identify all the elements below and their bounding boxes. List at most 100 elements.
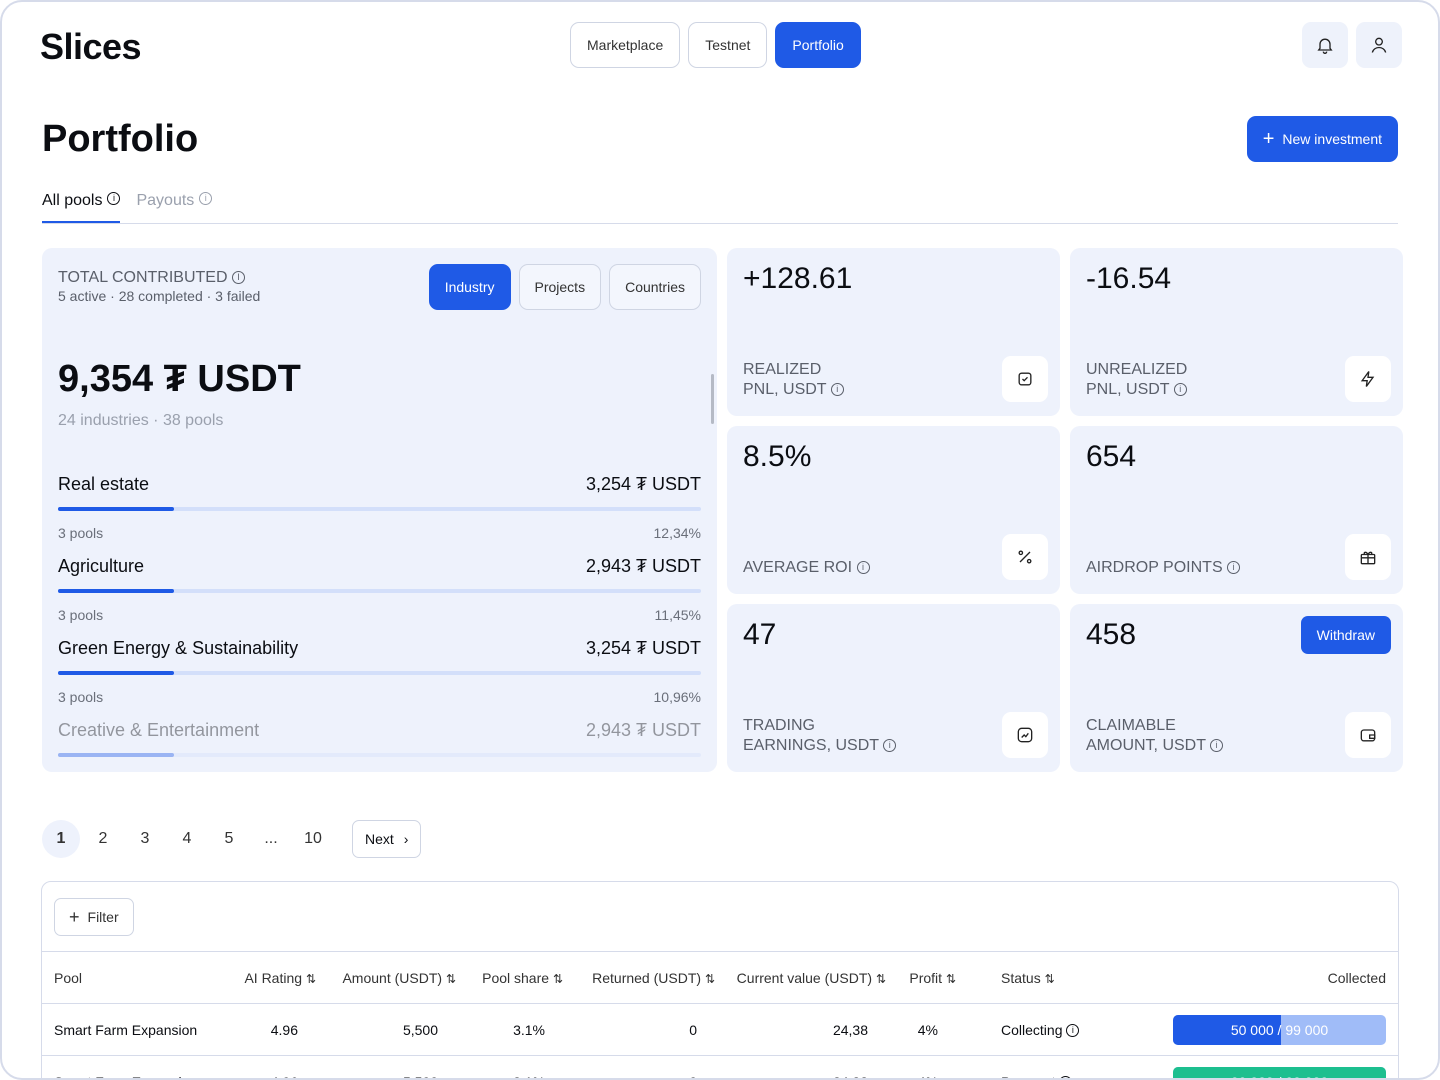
cell-share: 3.1% bbox=[513, 1074, 545, 1079]
stat-icon-button bbox=[1345, 712, 1391, 758]
industry-percent: 12,34% bbox=[653, 525, 701, 541]
cell-profit: 4% bbox=[918, 1022, 938, 1038]
stat-icon-button bbox=[1002, 356, 1048, 402]
page-1[interactable]: 1 bbox=[42, 820, 80, 858]
cell-text: 24,38 bbox=[832, 1021, 868, 1038]
top-nav: Marketplace Testnet Portfolio bbox=[570, 22, 861, 68]
page-4[interactable]: 4 bbox=[182, 830, 192, 847]
withdraw-button[interactable]: Withdraw bbox=[1300, 616, 1391, 654]
nav-testnet[interactable]: Testnet bbox=[688, 22, 768, 68]
info-icon: i bbox=[1210, 739, 1224, 753]
column-label: Profit bbox=[909, 969, 943, 986]
column-header[interactable]: Returned (USDT) ⇅ bbox=[592, 970, 715, 986]
next-page-button[interactable]: Next › bbox=[352, 820, 422, 858]
lightning-icon bbox=[1360, 371, 1375, 387]
industry-row[interactable]: Agriculture 2,943 ₮ USDT 3 pools 11,45% bbox=[58, 556, 701, 623]
tabs: All pools i Payouts i bbox=[42, 192, 1398, 224]
tab-all-pools[interactable]: All pools i bbox=[42, 192, 121, 223]
page-title: Portfolio bbox=[42, 118, 199, 160]
scrollbar[interactable] bbox=[711, 374, 714, 424]
column-label: Amount (USDT) bbox=[342, 969, 443, 986]
table-header: Pool AI Rating ⇅ Amount (USDT) ⇅ Pool share… bbox=[42, 951, 1398, 1003]
page-ellipsis: ... bbox=[264, 830, 278, 847]
stat-label-2: PNL, USDT bbox=[743, 381, 827, 398]
sort-icon: ⇅ bbox=[704, 971, 715, 986]
filter-button[interactable]: + Filter bbox=[54, 898, 134, 936]
cell-share: 3.1% bbox=[513, 1022, 545, 1038]
cell-text: 24,38 bbox=[833, 1074, 868, 1079]
column-header: Pool bbox=[54, 970, 82, 986]
column-header[interactable]: Amount (USDT) ⇅ bbox=[342, 970, 456, 986]
notifications-button[interactable] bbox=[1302, 22, 1348, 68]
cell-pool: Smart Farm Expansion bbox=[54, 1022, 197, 1038]
percent-icon bbox=[1018, 550, 1032, 564]
total-sub: 24 industries · 38 pools bbox=[58, 412, 224, 429]
stat-label: REALIZED PNL, USDT i bbox=[743, 360, 844, 400]
cell-text: 4.96 bbox=[270, 1021, 298, 1038]
industry-bar-fill bbox=[58, 753, 174, 757]
segment-industry[interactable]: Industry bbox=[428, 264, 511, 310]
column-header[interactable]: Status ⇅ bbox=[1001, 970, 1055, 986]
info-icon: i bbox=[856, 561, 870, 575]
column-header[interactable]: AI Rating ⇅ bbox=[244, 970, 316, 986]
total-summary: 5 active · 28 completed · 3 failed bbox=[58, 288, 261, 304]
bell-icon bbox=[1317, 38, 1333, 54]
segment-projects[interactable]: Projects bbox=[518, 264, 602, 310]
column-label: Status bbox=[1001, 969, 1041, 986]
table-row[interactable]: Smart Farm Expansion 4.96 5,500 3.1% 0 24,38 4… bbox=[42, 1003, 1398, 1055]
plus-icon: + bbox=[1262, 127, 1275, 150]
stat-label-1: AIRDROP POINTS bbox=[1086, 559, 1223, 576]
column-header[interactable]: Profit ⇅ bbox=[909, 970, 956, 986]
stat-label: CLAIMABLE AMOUNT, USDT i bbox=[1086, 716, 1224, 756]
stat-value: -16.54 bbox=[1086, 262, 1172, 295]
plus-icon: + bbox=[69, 906, 80, 927]
sort-icon: ⇅ bbox=[945, 971, 956, 986]
cell-current: 24,38 bbox=[833, 1022, 868, 1038]
stat-card: +128.61 REALIZED PNL, USDT i bbox=[727, 248, 1060, 416]
nav-marketplace[interactable]: Marketplace bbox=[570, 22, 681, 68]
page-3[interactable]: 3 bbox=[140, 830, 150, 847]
stat-card: -16.54 UNREALIZED PNL, USDT i bbox=[1070, 248, 1403, 416]
stat-icon-button bbox=[1002, 534, 1048, 580]
stat-label: AIRDROP POINTS i bbox=[1086, 558, 1241, 578]
page-5[interactable]: 5 bbox=[224, 830, 234, 847]
stat-label: TRADING EARNINGS, USDT i bbox=[743, 716, 897, 756]
cell-returned: 0 bbox=[689, 1022, 697, 1038]
tab-payouts[interactable]: Payouts i bbox=[136, 192, 213, 223]
stat-label-1: CLAIMABLE bbox=[1086, 717, 1176, 734]
chevron-right-icon: › bbox=[403, 831, 409, 847]
logo[interactable]: Slices bbox=[40, 26, 142, 67]
stat-label-2: PNL, USDT bbox=[1086, 381, 1170, 398]
column-header[interactable]: Current value (USDT) ⇅ bbox=[737, 970, 886, 986]
total-label: TOTAL CONTRIBUTED i bbox=[58, 268, 260, 288]
table-row[interactable]: Smart Farm Expansion 4.96 5,500 3.1% 0 24,38 4… bbox=[42, 1055, 1398, 1079]
segment-countries[interactable]: Countries bbox=[609, 264, 701, 310]
cell-text: 4% bbox=[917, 1021, 938, 1038]
industry-row[interactable]: Creative & Entertainment 2,943 ₮ USDT bbox=[58, 720, 701, 757]
cell-text: 0 bbox=[689, 1021, 697, 1038]
column-header[interactable]: Pool share ⇅ bbox=[482, 970, 563, 986]
profile-button[interactable] bbox=[1356, 22, 1402, 68]
stat-card: 654 AIRDROP POINTS i bbox=[1070, 426, 1403, 594]
total-amount: 9,354 ₮ USDT bbox=[58, 358, 301, 400]
page-2[interactable]: 2 bbox=[98, 830, 108, 847]
page-10[interactable]: 10 bbox=[304, 830, 322, 847]
industry-row[interactable]: Green Energy & Sustainability 3,254 ₮ USD… bbox=[58, 638, 701, 705]
cell-text: 4% bbox=[918, 1074, 938, 1079]
stat-value: +128.61 bbox=[743, 262, 853, 295]
industry-pools: 3 pools bbox=[58, 607, 104, 623]
info-icon: i bbox=[1066, 1024, 1080, 1038]
cell-current: 24,38 bbox=[833, 1074, 868, 1079]
column-label: Pool bbox=[54, 969, 83, 986]
user-icon bbox=[1371, 37, 1387, 53]
stat-label-1: TRADING bbox=[743, 717, 815, 734]
nav-portfolio[interactable]: Portfolio bbox=[775, 22, 861, 68]
info-icon: i bbox=[107, 192, 121, 205]
info-icon: i bbox=[1173, 383, 1187, 397]
industry-row[interactable]: Real estate 3,254 ₮ USDT 3 pools 12,34% bbox=[58, 474, 701, 541]
column-header: Collected bbox=[1328, 970, 1386, 986]
info-icon: i bbox=[199, 192, 213, 205]
cell-text: Collecting bbox=[1001, 1021, 1063, 1038]
new-investment-button[interactable]: + New investment bbox=[1246, 116, 1398, 162]
industry-percent: 10,96% bbox=[653, 689, 701, 705]
